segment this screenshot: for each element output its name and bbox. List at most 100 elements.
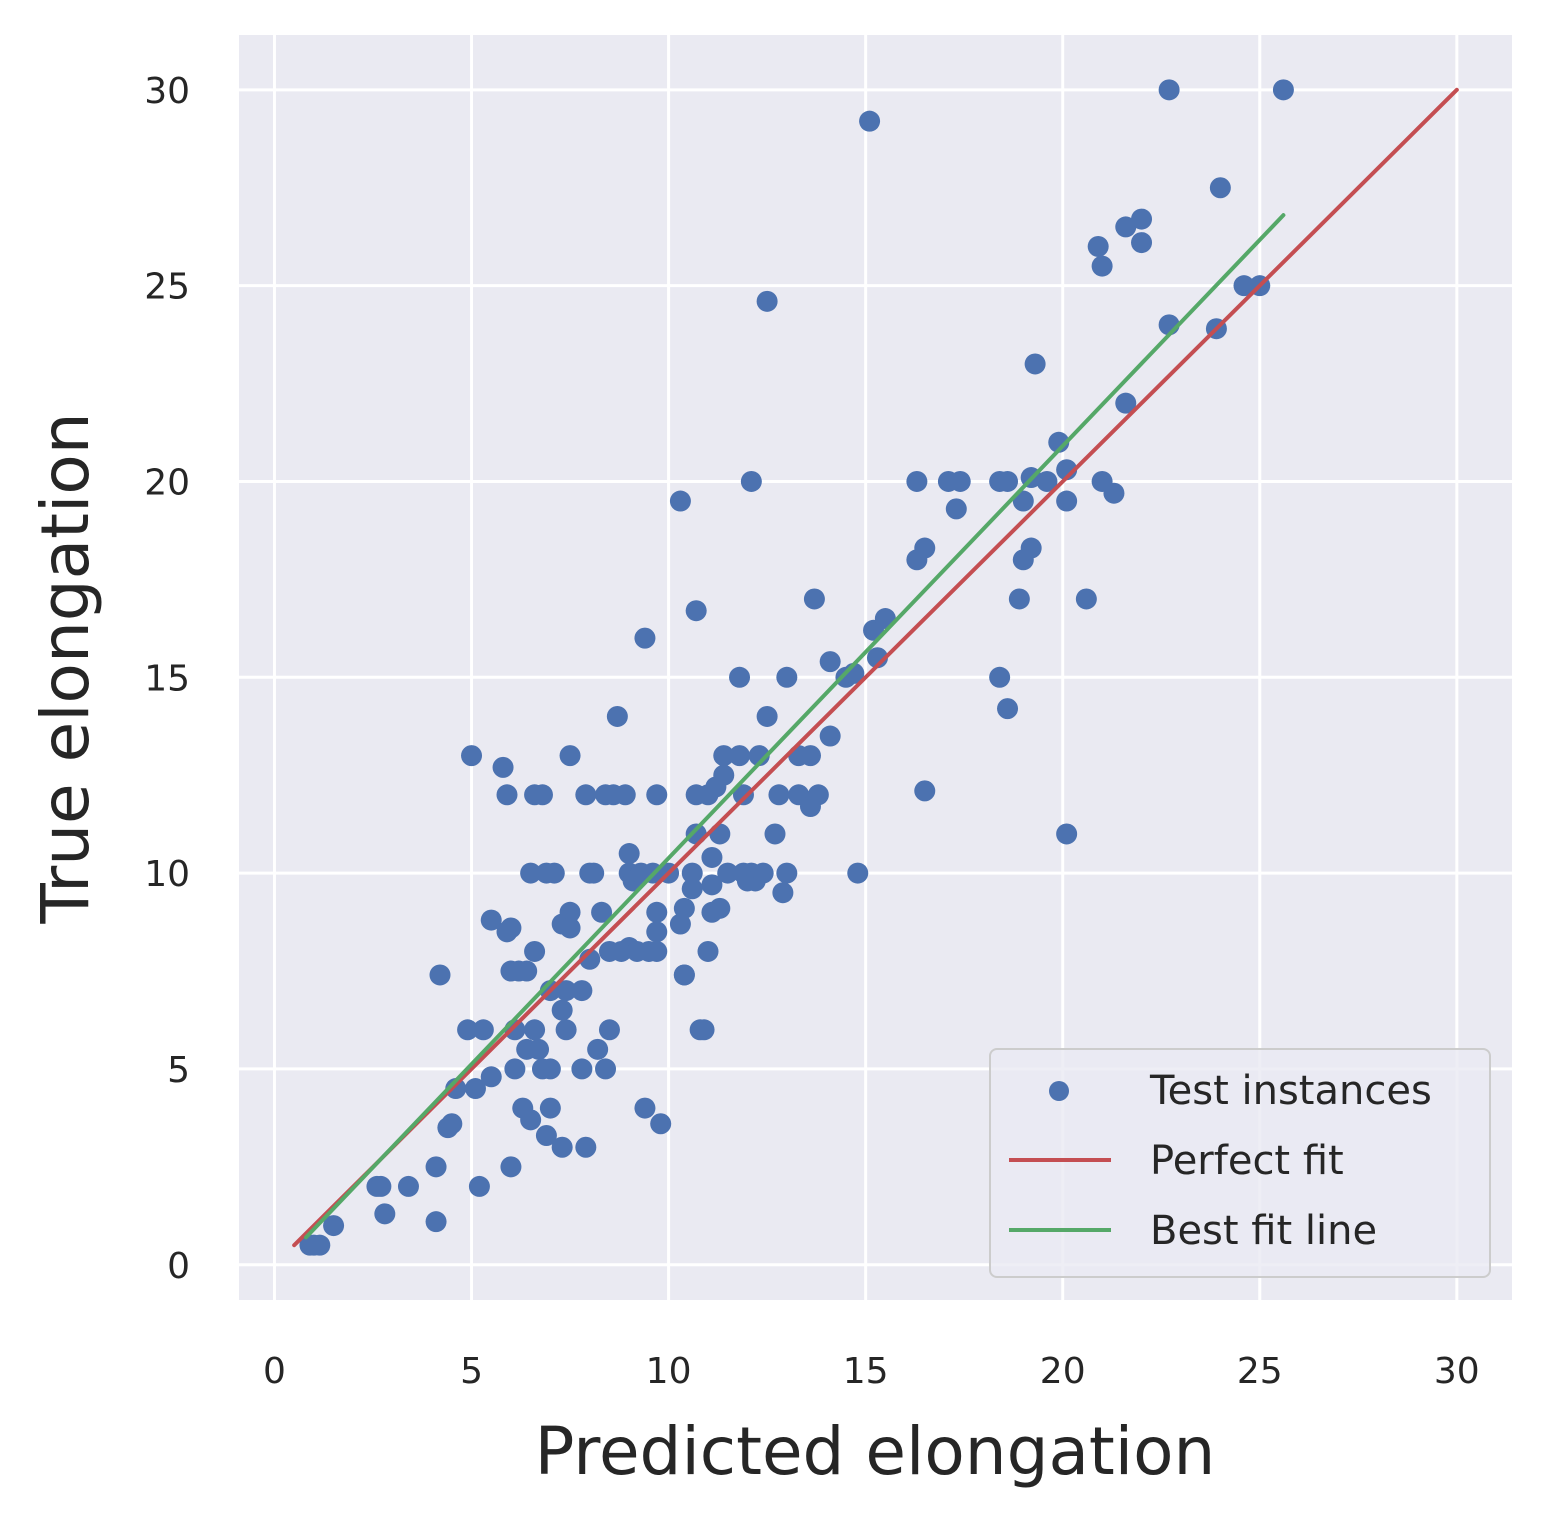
y-axis-label: True elongation (27, 412, 104, 924)
legend: Test instances Perfect fit Best fit line (989, 1048, 1491, 1278)
data-point (591, 901, 613, 923)
x-tick-labels: 0 5 10 15 20 25 30 (263, 1351, 1480, 1392)
data-point (1048, 431, 1070, 453)
data-point (595, 1058, 617, 1080)
x-tick-label: 30 (1434, 1351, 1480, 1392)
data-point (374, 1203, 396, 1225)
data-point (634, 1097, 656, 1119)
data-point (776, 666, 798, 688)
data-point (945, 498, 967, 520)
data-point (1233, 275, 1255, 297)
data-point (1087, 235, 1109, 257)
data-point (441, 1113, 463, 1135)
data-point (914, 537, 936, 559)
data-point (539, 1058, 561, 1080)
data-point (461, 745, 483, 767)
data-point (571, 980, 593, 1002)
data-point (906, 470, 928, 492)
data-point (673, 964, 695, 986)
x-tick-label: 20 (1040, 1351, 1086, 1392)
y-tick-labels: 0 5 10 15 20 25 30 (144, 71, 190, 1287)
data-point (949, 470, 971, 492)
data-point (709, 823, 731, 845)
data-point (646, 940, 668, 962)
data-point (646, 784, 668, 806)
data-point (528, 1038, 550, 1060)
data-point (559, 745, 581, 767)
data-point (713, 745, 735, 767)
data-point (756, 705, 778, 727)
data-point (559, 901, 581, 923)
data-point (729, 666, 751, 688)
data-point (587, 1038, 609, 1060)
data-point (1020, 537, 1042, 559)
x-tick-label: 10 (646, 1351, 692, 1392)
data-point (500, 1156, 522, 1178)
data-point (756, 290, 778, 312)
data-point (1103, 482, 1125, 504)
data-point (997, 698, 1019, 720)
data-point (634, 627, 656, 649)
data-point (323, 1215, 345, 1237)
data-point (650, 1113, 672, 1135)
data-point (425, 1211, 447, 1233)
data-point (693, 1019, 715, 1041)
data-point (598, 1019, 620, 1041)
data-point (500, 917, 522, 939)
y-tick-label: 25 (144, 267, 190, 308)
data-point (492, 756, 514, 778)
data-point (575, 1136, 597, 1158)
y-tick-label: 0 (167, 1246, 190, 1287)
data-point (1115, 392, 1137, 414)
data-point (859, 110, 881, 132)
y-tick-label: 30 (144, 71, 190, 112)
data-point (799, 745, 821, 767)
data-point (685, 600, 707, 622)
data-point (819, 651, 841, 673)
data-point (531, 784, 553, 806)
data-point (847, 862, 869, 884)
x-tick-label: 15 (843, 1351, 889, 1392)
legend-label-test-instances: Test instances (1149, 1068, 1432, 1114)
data-point (764, 823, 786, 845)
data-point (697, 940, 719, 962)
data-point (752, 862, 774, 884)
y-tick-label: 20 (144, 462, 190, 503)
data-point (732, 784, 754, 806)
data-point (1158, 79, 1180, 101)
legend-label-best-fit: Best fit line (1150, 1208, 1377, 1254)
x-axis-label: Predicted elongation (535, 1413, 1216, 1490)
data-point (516, 960, 538, 982)
data-point (457, 1019, 479, 1041)
x-tick-label: 25 (1237, 1351, 1283, 1392)
data-point (772, 882, 794, 904)
data-point (748, 745, 770, 767)
data-point (539, 1097, 561, 1119)
data-point (555, 980, 577, 1002)
data-point (397, 1175, 419, 1197)
data-point (1008, 588, 1030, 610)
data-point (1012, 490, 1034, 512)
best-fit-line (304, 213, 1286, 1240)
legend-marker-test-instances (1049, 1081, 1069, 1101)
data-point (819, 725, 841, 747)
data-point (555, 1019, 577, 1041)
perfect-fit-line (292, 87, 1459, 1248)
data-point (776, 862, 798, 884)
data-point (1209, 177, 1231, 199)
data-point (520, 1109, 542, 1131)
x-tick-label: 5 (460, 1351, 483, 1392)
data-point (309, 1234, 331, 1256)
data-point (606, 705, 628, 727)
data-point (464, 1078, 486, 1100)
data-point (504, 1019, 526, 1041)
data-point (1075, 588, 1097, 610)
data-point (681, 862, 703, 884)
data-point (468, 1175, 490, 1197)
data-point (914, 780, 936, 802)
data-point (1131, 208, 1153, 230)
data-point (520, 862, 542, 884)
data-point (370, 1175, 392, 1197)
data-point (740, 470, 762, 492)
data-point (429, 964, 451, 986)
